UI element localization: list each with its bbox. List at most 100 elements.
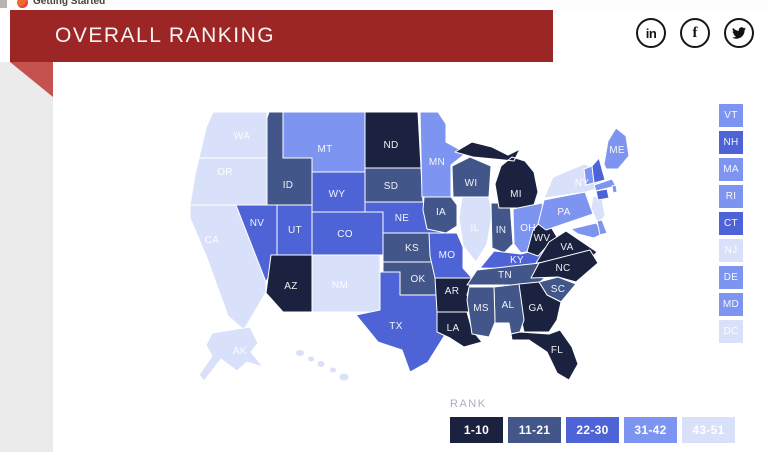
state-HI-island[interactable] — [330, 367, 336, 373]
legend-label-22-30: 22-30 — [576, 423, 609, 437]
state-label-MI: MI — [510, 189, 522, 200]
facebook-glyph: f — [692, 24, 698, 41]
bookmark-getting-started[interactable]: Getting Started — [33, 0, 106, 7]
side-state-label-NH: NH — [723, 137, 739, 148]
state-label-UT: UT — [288, 225, 302, 236]
side-state-MA[interactable]: MA — [719, 158, 743, 181]
side-state-RI[interactable]: RI — [719, 185, 743, 208]
state-label-IL: IL — [471, 223, 480, 234]
state-label-OR: OR — [217, 167, 233, 178]
state-label-MO: MO — [439, 250, 456, 261]
state-label-WY: WY — [329, 189, 346, 200]
facebook-icon[interactable]: f — [680, 18, 710, 48]
legend-swatch-11-21: 11-21 — [508, 417, 561, 443]
linkedin-icon[interactable]: in — [636, 18, 666, 48]
state-label-KY: KY — [510, 255, 524, 266]
state-AZ[interactable] — [265, 254, 313, 313]
state-label-AR: AR — [445, 286, 460, 297]
legend-label-11-21: 11-21 — [518, 423, 551, 437]
state-WV[interactable] — [526, 220, 558, 257]
state-label-NY: NY — [575, 178, 590, 189]
state-label-ME: ME — [609, 145, 625, 156]
state-label-OK: OK — [410, 274, 425, 285]
legend-swatch-31-42: 31-42 — [624, 417, 677, 443]
twitter-bird-icon — [732, 27, 746, 39]
state-HI-island[interactable] — [339, 373, 349, 381]
side-state-NJ[interactable]: NJ — [719, 239, 743, 262]
state-label-TN: TN — [498, 270, 512, 281]
state-label-NE: NE — [395, 213, 410, 224]
state-label-SC: SC — [551, 284, 566, 295]
state-label-FL: FL — [551, 345, 563, 356]
state-NH[interactable] — [591, 157, 606, 184]
side-state-label-MD: MD — [722, 299, 740, 310]
state-label-LA: LA — [447, 323, 460, 334]
state-label-SD: SD — [384, 181, 399, 192]
state-HI-island[interactable] — [317, 361, 325, 367]
state-MD[interactable] — [570, 222, 605, 239]
state-HI-island[interactable] — [296, 350, 304, 356]
header-banner: OVERALL RANKING — [10, 10, 553, 62]
state-HI-island[interactable] — [308, 356, 314, 362]
legend-swatch-22-30: 22-30 — [566, 417, 619, 443]
legend-swatch-1-10: 1-10 — [450, 417, 503, 443]
side-state-CT[interactable]: CT — [719, 212, 743, 235]
browser-bookmarks-bar: Getting Started — [0, 0, 768, 10]
state-label-MS: MS — [473, 303, 489, 314]
legend-label-43-51: 43-51 — [692, 423, 725, 437]
legend-swatch-43-51: 43-51 — [682, 417, 735, 443]
state-MS[interactable] — [466, 286, 496, 338]
browser-ui-fragment — [0, 0, 7, 8]
side-state-label-MA: MA — [723, 164, 739, 175]
legend-row: 1-10 11-21 22-30 31-42 43-51 — [450, 417, 735, 443]
state-DE[interactable] — [596, 219, 608, 236]
state-label-NV: NV — [250, 218, 265, 229]
state-ME[interactable] — [603, 127, 630, 170]
state-label-WA: WA — [234, 131, 250, 142]
state-label-MN: MN — [429, 157, 445, 168]
state-RI[interactable] — [611, 184, 618, 194]
side-state-label-VT: VT — [724, 110, 738, 121]
state-label-VA: VA — [560, 242, 573, 253]
social-icons: in f — [636, 18, 754, 48]
firefox-icon — [17, 0, 28, 8]
side-state-DC[interactable]: DC — [719, 320, 743, 343]
state-OR[interactable] — [189, 157, 268, 206]
side-state-VT[interactable]: VT — [719, 104, 743, 127]
side-state-label-DC: DC — [723, 326, 739, 337]
side-state-label-CT: CT — [724, 218, 738, 229]
state-label-CA: CA — [205, 235, 220, 246]
state-MO[interactable] — [428, 232, 473, 279]
state-label-ND: ND — [383, 140, 398, 151]
state-IL[interactable] — [458, 196, 493, 263]
state-PA[interactable] — [537, 191, 594, 231]
state-CT[interactable] — [595, 188, 610, 201]
state-label-NM: NM — [332, 280, 348, 291]
side-state-DE[interactable]: DE — [719, 266, 743, 289]
state-label-AL: AL — [502, 300, 515, 311]
left-gutter — [0, 62, 53, 452]
state-label-AK: AK — [233, 346, 247, 357]
side-state-NH[interactable]: NH — [719, 131, 743, 154]
state-label-MT: MT — [317, 144, 332, 155]
state-AK[interactable] — [198, 326, 264, 382]
side-state-label-RI: RI — [725, 191, 737, 202]
state-WI[interactable] — [451, 156, 492, 198]
state-label-WI: WI — [465, 178, 478, 189]
twitter-icon[interactable] — [724, 18, 754, 48]
linkedin-glyph: in — [645, 25, 657, 41]
state-FL[interactable] — [510, 329, 579, 381]
rank-legend: RANK 1-10 11-21 22-30 31-42 43-51 — [450, 398, 735, 443]
state-IA[interactable] — [422, 196, 458, 234]
legend-title: RANK — [450, 398, 487, 410]
state-label-CO: CO — [337, 229, 353, 240]
legend-label-1-10: 1-10 — [463, 423, 490, 437]
state-TX[interactable] — [355, 271, 459, 373]
state-label-KS: KS — [405, 243, 419, 254]
state-LA[interactable] — [436, 311, 483, 348]
state-label-OH: OH — [520, 223, 536, 234]
page-title: OVERALL RANKING — [55, 24, 276, 47]
side-state-MD[interactable]: MD — [719, 293, 743, 316]
state-MI[interactable] — [454, 141, 539, 209]
